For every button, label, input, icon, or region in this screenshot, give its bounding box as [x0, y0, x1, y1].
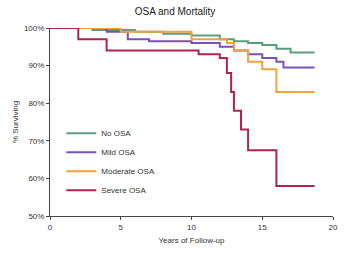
- svg-text:70%: 70%: [28, 137, 44, 146]
- svg-text:5: 5: [119, 223, 124, 232]
- svg-text:50%: 50%: [28, 212, 44, 221]
- svg-text:60%: 60%: [28, 174, 44, 183]
- svg-text:Mild OSA: Mild OSA: [101, 148, 135, 157]
- svg-text:80%: 80%: [28, 99, 44, 108]
- svg-text:15: 15: [258, 223, 267, 232]
- svg-text:100%: 100%: [24, 24, 44, 33]
- svg-text:10: 10: [187, 223, 196, 232]
- svg-text:Years of Follow-up: Years of Follow-up: [159, 236, 226, 245]
- svg-text:90%: 90%: [28, 61, 44, 70]
- svg-text:Moderate OSA: Moderate OSA: [101, 167, 155, 176]
- svg-text:OSA and Mortality: OSA and Mortality: [135, 6, 216, 17]
- svg-text:0: 0: [48, 223, 53, 232]
- svg-text:No OSA: No OSA: [101, 129, 131, 138]
- svg-text:20: 20: [329, 223, 338, 232]
- svg-text:Severe OSA: Severe OSA: [101, 186, 146, 195]
- svg-text:% Surviving: % Surviving: [11, 101, 20, 143]
